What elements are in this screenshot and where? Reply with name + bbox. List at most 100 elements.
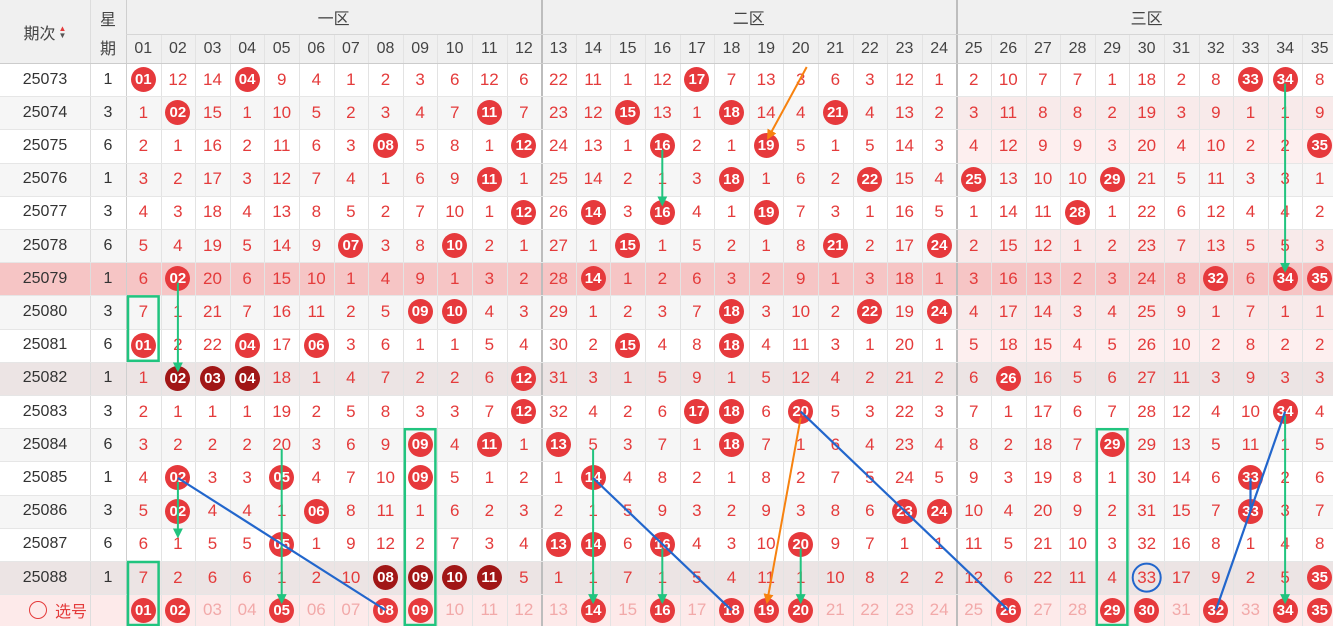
selected-ball[interactable]: 14 xyxy=(580,597,606,623)
trend-cell: 5 xyxy=(1314,434,1325,454)
trend-cell: 3 xyxy=(795,69,806,89)
trend-cell: 11 xyxy=(1207,169,1225,189)
drawn-ball: 07 xyxy=(338,233,364,259)
trend-cell: 16 xyxy=(1033,368,1053,388)
select-cell[interactable]: 08 xyxy=(368,594,403,626)
select-cell[interactable]: 03 xyxy=(203,600,222,620)
selected-ball[interactable]: 20 xyxy=(788,597,814,623)
select-cell[interactable]: 33 xyxy=(1241,600,1260,620)
select-cell[interactable]: 29 xyxy=(1095,594,1130,626)
trend-cell: 5 xyxy=(761,368,771,388)
weekday-header-2: 期 xyxy=(99,40,116,58)
trend-cell: 3 xyxy=(692,169,702,189)
select-cell[interactable]: 35 xyxy=(1302,594,1333,626)
trend-cell: 4 xyxy=(726,567,737,587)
select-cell[interactable]: 27 xyxy=(1033,600,1053,620)
trend-cell: 4 xyxy=(311,69,322,89)
trend-cell: 5 xyxy=(588,434,598,454)
select-cell[interactable]: 19 xyxy=(749,594,784,626)
select-cell[interactable]: 04 xyxy=(237,600,257,620)
select-cell[interactable]: 32 xyxy=(1199,594,1234,626)
trend-cell: 04 xyxy=(230,63,265,96)
trend-cell: 3 xyxy=(622,202,633,222)
trend-cell: 3 xyxy=(519,501,529,521)
selected-ball[interactable]: 19 xyxy=(753,597,779,623)
select-cell[interactable]: 09 xyxy=(403,594,438,626)
select-cell[interactable]: 07 xyxy=(341,600,361,620)
select-cell[interactable]: 11 xyxy=(480,600,499,620)
trend-cell: 15 xyxy=(895,169,914,189)
trend-cell: 13 xyxy=(998,169,1018,189)
select-cell[interactable]: 21 xyxy=(825,600,845,620)
select-cell[interactable]: 20 xyxy=(783,594,818,626)
trend-cell: 1 xyxy=(622,135,633,155)
trend-cell: 6 xyxy=(207,567,218,587)
select-cell[interactable]: 14 xyxy=(576,594,611,626)
trend-cell: 18 xyxy=(714,96,749,129)
select-label[interactable]: 选号 xyxy=(0,594,116,626)
trend-cell: 3 xyxy=(311,434,322,454)
column-header: 16 xyxy=(653,39,672,57)
select-cell[interactable]: 17 xyxy=(687,600,707,620)
drawn-ball: 06 xyxy=(303,498,329,524)
grid-line xyxy=(921,34,923,626)
trend-cell: 1 xyxy=(761,235,771,255)
radio-circle-icon[interactable] xyxy=(28,601,47,620)
selected-ball[interactable]: 01 xyxy=(130,597,156,623)
trend-cell: 1 xyxy=(1107,202,1117,222)
selected-ball[interactable]: 02 xyxy=(165,597,191,623)
selected-ball[interactable]: 26 xyxy=(995,597,1021,623)
select-cell[interactable]: 13 xyxy=(549,600,568,620)
select-cell[interactable]: 31 xyxy=(1171,600,1191,620)
trend-cell: 17 xyxy=(680,63,715,96)
selected-ball[interactable]: 32 xyxy=(1203,597,1229,623)
trend-cell: 5 xyxy=(415,135,425,155)
select-cell[interactable]: 25 xyxy=(964,600,984,620)
selected-ball[interactable]: 05 xyxy=(269,597,295,623)
trend-cell: 7 xyxy=(138,567,149,587)
zone-tint xyxy=(956,295,1333,329)
trend-cell: 09 xyxy=(403,561,438,594)
trend-cell: 2 xyxy=(1280,335,1290,355)
select-cell[interactable]: 10 xyxy=(445,600,465,620)
select-cell[interactable]: 34 xyxy=(1268,594,1303,626)
select-cell[interactable]: 24 xyxy=(929,600,949,620)
trend-cell: 1 xyxy=(795,567,806,587)
select-cell[interactable]: 12 xyxy=(514,600,534,620)
select-cell[interactable]: 16 xyxy=(645,594,680,626)
select-cell[interactable]: 23 xyxy=(895,600,914,620)
select-cell[interactable]: 15 xyxy=(618,600,638,620)
trend-cell: 22 xyxy=(549,69,568,89)
select-cell[interactable]: 28 xyxy=(1068,600,1087,620)
select-cell[interactable]: 26 xyxy=(991,594,1026,626)
grid-line xyxy=(472,34,473,626)
select-cell[interactable]: 22 xyxy=(860,600,880,620)
trend-cell: 8 xyxy=(657,467,668,487)
drawn-ball: 13 xyxy=(545,432,571,458)
trend-cell: 11 xyxy=(472,96,507,129)
select-cell[interactable]: 02 xyxy=(161,594,196,626)
drawn-ball: 20 xyxy=(788,399,814,425)
selected-ball[interactable]: 16 xyxy=(649,597,675,623)
select-cell[interactable]: 01 xyxy=(126,594,161,626)
selected-ball[interactable]: 34 xyxy=(1272,597,1298,623)
sort-icon[interactable]: ▲ ▼ xyxy=(58,23,67,40)
trend-cell: 5 xyxy=(657,368,668,388)
trend-cell: 1 xyxy=(1107,69,1117,89)
trend-cell: 10 xyxy=(791,301,811,321)
select-cell[interactable]: 06 xyxy=(306,600,326,620)
column-header: 01 xyxy=(134,39,153,57)
select-cell[interactable]: 05 xyxy=(264,594,299,626)
selected-ball[interactable]: 09 xyxy=(407,597,433,623)
selected-ball[interactable]: 30 xyxy=(1134,597,1160,623)
selected-ball[interactable]: 08 xyxy=(372,597,398,623)
selected-ball[interactable]: 35 xyxy=(1307,597,1333,623)
selected-ball[interactable]: 29 xyxy=(1099,597,1125,623)
trend-cell: 9 xyxy=(380,434,391,454)
trend-cell: 7 xyxy=(380,368,391,388)
select-label-text: 选号 xyxy=(54,604,87,622)
selected-ball[interactable]: 18 xyxy=(718,597,744,623)
trend-cell: 3 xyxy=(657,301,668,321)
select-cell[interactable]: 30 xyxy=(1129,594,1164,626)
select-cell[interactable]: 18 xyxy=(714,594,749,626)
